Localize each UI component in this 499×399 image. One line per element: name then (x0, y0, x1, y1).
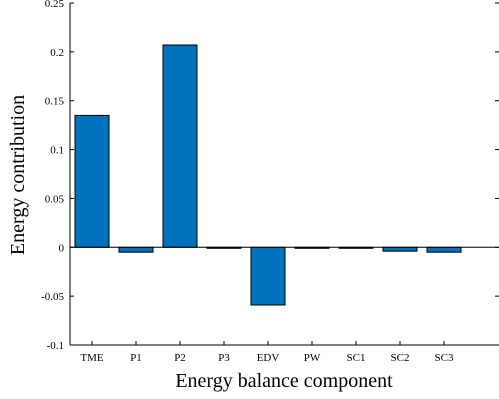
y-tick-label: 0.15 (45, 96, 65, 108)
x-tick-label-p2: P2 (174, 352, 186, 364)
bar-tme (74, 114, 110, 248)
bar-sc3 (426, 246, 462, 253)
x-tick-label-pw: PW (304, 352, 321, 364)
bar-p2 (162, 44, 198, 248)
bar-p1 (118, 246, 154, 253)
axes-group (69, 3, 499, 346)
y-tick-label: 0.25 (45, 0, 65, 10)
y-tick-label: 0.05 (45, 193, 65, 205)
y-tick-label: 0.2 (50, 47, 64, 59)
x-axis-title: Energy balance component (175, 370, 393, 392)
x-tick-label-sc3: SC3 (435, 352, 454, 364)
x-tick-label-sc2: SC2 (391, 352, 410, 364)
y-tick-label: 0.1 (50, 145, 64, 157)
x-tick-label-p1: P1 (130, 352, 142, 364)
bar-edv (250, 246, 286, 306)
y-ticks-group: -0.1 -0.05 0 0.05 0.1 0.15 0.2 0.25 (41, 0, 499, 352)
x-tick-label-p3: P3 (218, 352, 230, 364)
bar-sc2 (382, 246, 418, 252)
x-tick-label-edv: EDV (257, 352, 280, 364)
y-tick-label: 0 (59, 242, 65, 254)
x-ticks-group: TME P1 P2 P3 EDV PW SC1 SC2 SC3 (80, 341, 454, 364)
y-axis-title: Energy contribution (7, 95, 29, 255)
y-tick-label: -0.05 (41, 291, 64, 303)
x-tick-label-tme: TME (80, 352, 104, 364)
x-tick-label-sc1: SC1 (347, 352, 366, 364)
y-tick-label: -0.1 (47, 340, 64, 352)
bars-group (74, 44, 462, 306)
